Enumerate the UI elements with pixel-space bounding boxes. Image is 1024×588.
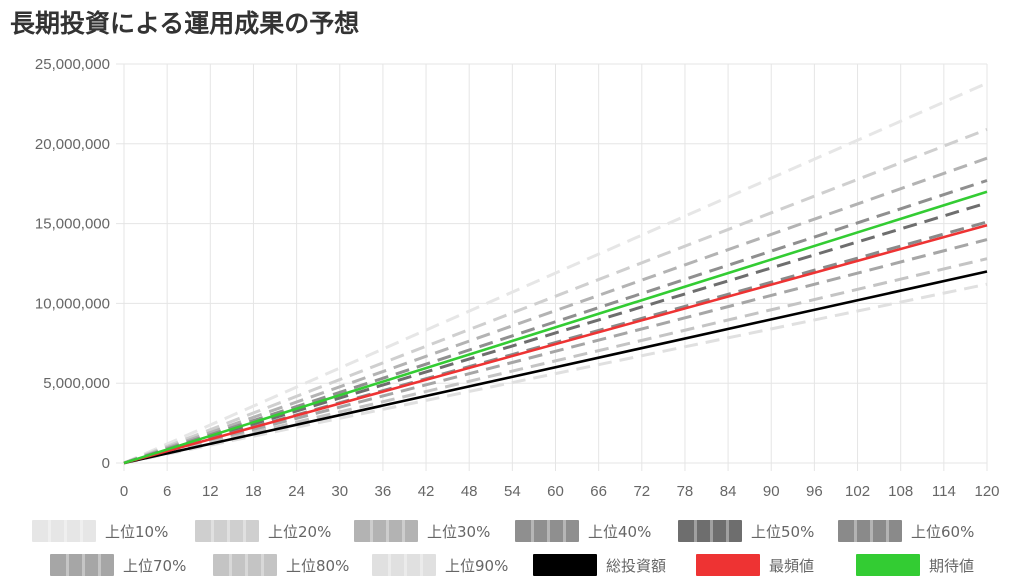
- legend-swatch-dash: [402, 520, 405, 542]
- x-tick-label: 72: [633, 483, 650, 500]
- series-line-12: [123, 190, 988, 465]
- x-tick-label: 6: [163, 483, 171, 500]
- legend-swatch-dash: [64, 520, 67, 542]
- legend-swatch-dash: [563, 520, 566, 542]
- legend-swatch-dash: [420, 554, 423, 576]
- legend-swatch-dash: [386, 520, 389, 542]
- series-line-1: [123, 81, 988, 465]
- x-tick-label: 120: [974, 483, 999, 500]
- x-tick-label: 90: [763, 483, 780, 500]
- x-tick-label: 18: [245, 483, 262, 500]
- legend-label[interactable]: 上位70%: [123, 557, 186, 575]
- series-lines: [123, 81, 988, 465]
- legend-swatch: [213, 554, 277, 576]
- legend-label[interactable]: 総投資額: [606, 557, 666, 575]
- legend-swatch-dash: [531, 520, 534, 542]
- x-tick-label: 102: [845, 483, 870, 500]
- series-line-10: [123, 270, 988, 465]
- legend-swatch-dash: [80, 520, 83, 542]
- legend-swatch: [856, 554, 920, 576]
- legend-swatch-dash: [211, 520, 214, 542]
- legend-swatch-dash: [243, 520, 246, 542]
- series-line-9: [123, 282, 988, 465]
- x-tick-label: 108: [888, 483, 913, 500]
- legend-swatch-dash: [870, 520, 873, 542]
- legend-label[interactable]: 上位10%: [105, 523, 168, 541]
- x-tick-label: 66: [590, 483, 607, 500]
- legend-swatch: [50, 554, 114, 576]
- legend-swatch-dash: [694, 520, 697, 542]
- legend-label[interactable]: 上位60%: [911, 523, 974, 541]
- legend-label[interactable]: 上位30%: [427, 523, 490, 541]
- x-tick-label: 0: [120, 483, 128, 500]
- legend-label[interactable]: 上位90%: [445, 557, 508, 575]
- x-tick-label: 78: [677, 483, 694, 500]
- legend-label[interactable]: 上位40%: [588, 523, 651, 541]
- y-tick-label: 10,000,000: [35, 295, 110, 312]
- legend-swatch: [838, 520, 902, 542]
- legend-label[interactable]: 期待値: [929, 557, 974, 575]
- legend-label[interactable]: 最頻値: [769, 557, 814, 575]
- x-tick-label: 48: [461, 483, 478, 500]
- legend-swatch: [696, 554, 760, 576]
- x-tick-label: 84: [720, 483, 737, 500]
- legend-swatch-dash: [404, 554, 407, 576]
- x-axis: 0 6 12 18 24 30 36 42 48 54 60 66 72 78 84 90 96 102 108 11…: [120, 483, 1000, 500]
- x-tick-label: 60: [547, 483, 564, 500]
- x-tick-label: 114: [932, 483, 956, 500]
- legend: 上位10% 上位20% 上位30% 上位40% 上位50% 上位60% 上位70% 上位80%…: [32, 520, 974, 576]
- legend-swatch-dash: [261, 554, 264, 576]
- series-line-8: [123, 257, 988, 465]
- series-line-4: [123, 179, 988, 465]
- legend-swatch: [372, 554, 436, 576]
- legend-swatch-dash: [388, 554, 391, 576]
- legend-swatch: [195, 520, 259, 542]
- legend-swatch-dash: [370, 520, 373, 542]
- y-tick-label: 15,000,000: [35, 216, 110, 233]
- x-tick-label: 24: [288, 483, 305, 500]
- x-tick-label: 96: [806, 483, 823, 500]
- legend-swatch: [533, 554, 597, 576]
- legend-swatch-dash: [227, 520, 230, 542]
- legend-swatch-dash: [886, 520, 889, 542]
- legend-swatch: [354, 520, 418, 542]
- legend-swatch: [678, 520, 742, 542]
- y-tick-label: 20,000,000: [35, 136, 110, 153]
- y-tick-label: 0: [102, 455, 110, 472]
- y-tick-label: 5,000,000: [43, 375, 110, 392]
- legend-swatch: [32, 520, 96, 542]
- page-title: 長期投資による運用成果の予想: [10, 9, 360, 38]
- legend-swatch: [515, 520, 579, 542]
- series-line-2: [123, 128, 988, 465]
- x-tick-label: 30: [331, 483, 348, 500]
- legend-swatch-dash: [98, 554, 101, 576]
- legend-swatch-dash: [726, 520, 729, 542]
- legend-swatch-dash: [854, 520, 857, 542]
- legend-swatch-dash: [48, 520, 51, 542]
- y-axis: 0 5,000,000 10,000,000 15,000,000 20,000,000…: [35, 56, 110, 472]
- series-line-7: [123, 238, 988, 465]
- legend-swatch-dash: [245, 554, 248, 576]
- x-tick-label: 42: [418, 483, 435, 500]
- legend-label[interactable]: 上位50%: [751, 523, 814, 541]
- series-line-6: [123, 220, 988, 465]
- x-tick-label: 36: [375, 483, 392, 500]
- legend-label[interactable]: 上位80%: [286, 557, 349, 575]
- legend-swatch-dash: [229, 554, 232, 576]
- x-tick-label: 54: [504, 483, 521, 500]
- legend-label[interactable]: 上位20%: [268, 523, 331, 541]
- legend-swatch-dash: [547, 520, 550, 542]
- legend-swatch-dash: [710, 520, 713, 542]
- y-tick-label: 25,000,000: [35, 56, 110, 73]
- series-line-5: [123, 201, 988, 465]
- series-line-11: [123, 223, 988, 465]
- legend-swatch-dash: [66, 554, 69, 576]
- x-tick-label: 12: [202, 483, 219, 500]
- legend-swatch-dash: [82, 554, 85, 576]
